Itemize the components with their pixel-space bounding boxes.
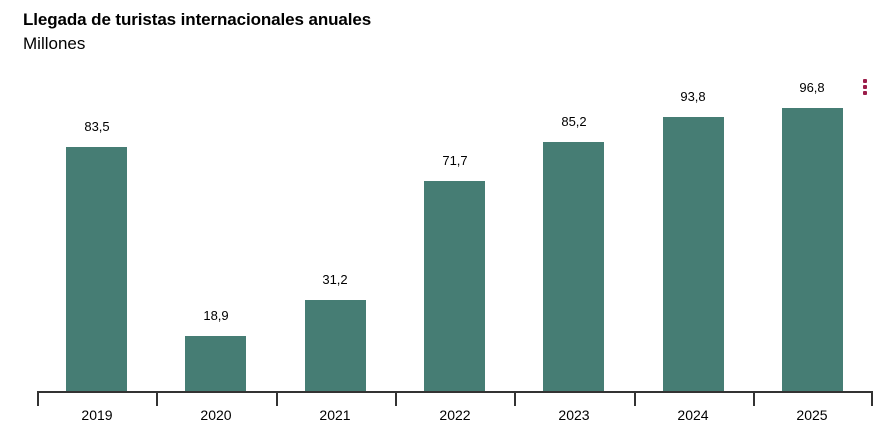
value-label: 18,9 — [203, 308, 229, 323]
x-axis-tick — [514, 391, 516, 406]
bar-2022[interactable] — [424, 181, 485, 391]
bar-2021[interactable] — [305, 300, 366, 391]
value-label: 85,2 — [561, 114, 587, 129]
bar-2025[interactable] — [782, 108, 843, 391]
value-label: 96,8 — [799, 80, 825, 95]
x-axis-tick — [753, 391, 755, 406]
x-axis-label: 2023 — [558, 407, 590, 423]
x-axis-label: 2019 — [81, 407, 113, 423]
x-axis-label: 2020 — [200, 407, 232, 423]
x-axis-tick — [634, 391, 636, 406]
value-label: 83,5 — [84, 119, 110, 134]
x-axis-tick — [276, 391, 278, 406]
chart-title: Llegada de turistas internacionales anua… — [23, 10, 372, 29]
value-label: 93,8 — [680, 89, 706, 104]
value-label: 71,7 — [442, 153, 468, 168]
kebab-menu-icon[interactable] — [860, 79, 870, 99]
bar-2024[interactable] — [663, 117, 724, 391]
x-axis-label: 2024 — [677, 407, 709, 423]
x-axis-label: 2021 — [319, 407, 351, 423]
x-axis-tick — [395, 391, 397, 406]
chart-subtitle: Millones — [23, 34, 86, 53]
x-axis-tick — [37, 391, 39, 406]
x-axis-line — [37, 391, 872, 393]
value-label: 31,2 — [322, 272, 348, 287]
bar-2023[interactable] — [543, 142, 604, 391]
bar-2020[interactable] — [185, 336, 246, 391]
bar-2019[interactable] — [66, 147, 127, 391]
x-axis-tick — [871, 391, 873, 406]
x-axis-label: 2025 — [796, 407, 828, 423]
x-axis-tick — [156, 391, 158, 406]
x-axis-label: 2022 — [439, 407, 471, 423]
